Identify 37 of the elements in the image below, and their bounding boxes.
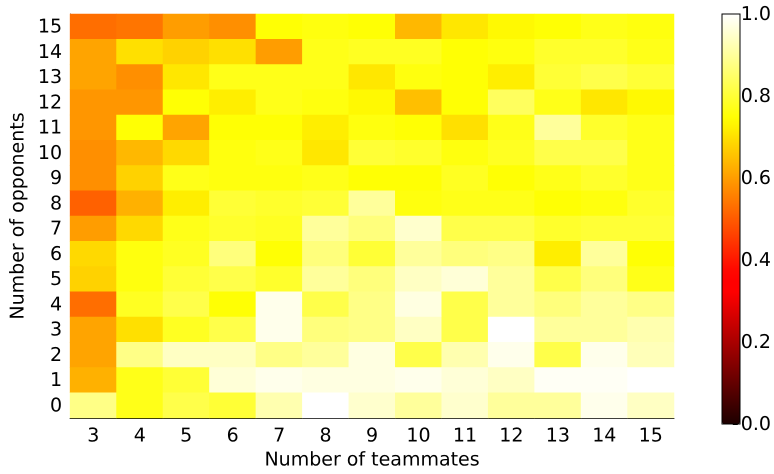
y-tick-label: 1 xyxy=(50,369,62,392)
y-tick-label: 13 xyxy=(38,66,62,88)
color-bar-label: 1.0 xyxy=(740,3,771,25)
y-tick-label: 14 xyxy=(38,40,62,63)
y-tick-label: 12 xyxy=(38,91,62,114)
y-tick-label: 10 xyxy=(38,142,62,164)
x-axis-title: Number of teammates xyxy=(264,448,480,470)
x-tick-label: 7 xyxy=(273,424,286,446)
y-tick-label: 5 xyxy=(50,268,62,290)
x-tick-label: 14 xyxy=(592,424,616,446)
y-tick-label: 7 xyxy=(50,218,62,240)
color-bar-label: 0.0 xyxy=(740,413,771,435)
x-tick-label: 8 xyxy=(320,424,332,446)
x-tick-label: 6 xyxy=(226,424,239,446)
y-tick-label: 2 xyxy=(50,344,62,366)
x-tick-label: 11 xyxy=(452,424,478,446)
y-tick-label: 0 xyxy=(50,394,62,416)
color-bar-label: 0.8 xyxy=(740,85,771,107)
y-tick-label: 8 xyxy=(50,192,62,214)
color-bar-label: 0.2 xyxy=(740,331,771,353)
x-tick-label: 5 xyxy=(180,424,192,446)
y-tick-label: 4 xyxy=(50,293,62,316)
color-bar-label: 0.4 xyxy=(740,249,771,271)
x-tick-label: 15 xyxy=(638,424,663,446)
y-tick-label: 9 xyxy=(50,167,62,190)
y-tick-label: 11 xyxy=(38,116,62,139)
color-bar-label: 0.6 xyxy=(740,167,771,189)
x-tick-label: 4 xyxy=(134,424,146,446)
y-axis-title: Number of opponents xyxy=(6,112,28,320)
y-tick-label: 15 xyxy=(38,16,62,38)
x-tick-label: 10 xyxy=(406,424,431,446)
x-tick-label: 3 xyxy=(87,424,100,446)
x-tick-label: 13 xyxy=(546,424,570,446)
x-tick-label: 12 xyxy=(499,424,524,446)
y-tick-label: 6 xyxy=(50,242,62,265)
x-tick-label: 9 xyxy=(366,424,378,446)
y-tick-label: 3 xyxy=(50,318,62,341)
